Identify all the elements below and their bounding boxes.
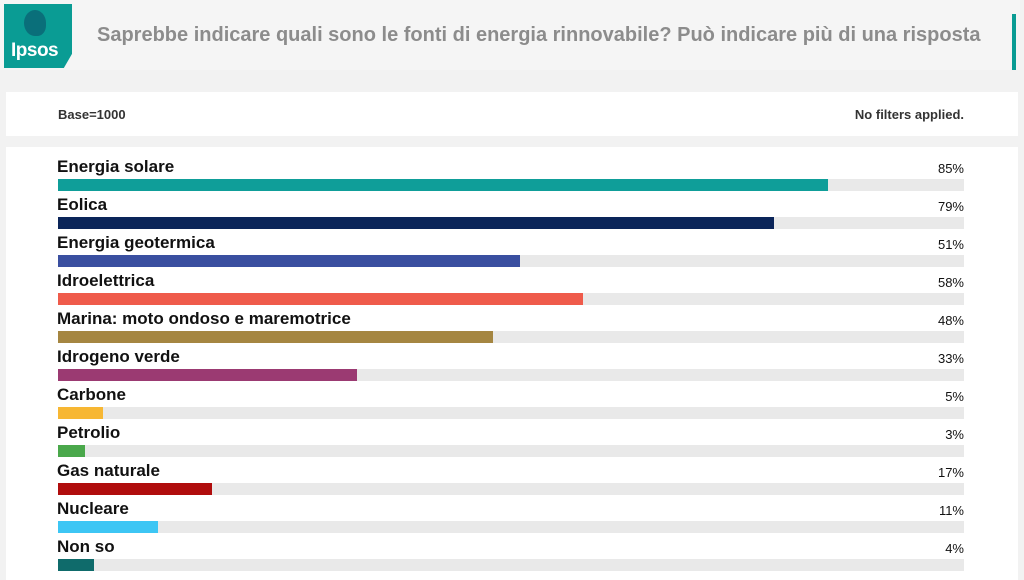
category-label: Marina: moto ondoso e maremotrice (57, 309, 351, 328)
category-label: Gas naturale (57, 461, 160, 480)
bar-track (58, 483, 964, 495)
category-label: Non so (57, 537, 115, 556)
category-label: Nucleare (57, 499, 129, 518)
bar (58, 293, 583, 305)
value-label: 3% (945, 427, 964, 442)
bar-track (58, 521, 964, 533)
header: Ipsos Saprebbe indicare quali sono le fo… (0, 0, 1020, 70)
logo-head-icon (24, 10, 46, 36)
bar-track (58, 445, 964, 457)
category-label: Idroelettrica (57, 271, 155, 290)
category-label: Energia geotermica (57, 233, 215, 252)
value-label: 58% (937, 275, 964, 290)
accent-line (1012, 14, 1016, 70)
value-label: 48% (937, 313, 964, 328)
bar (58, 559, 94, 571)
value-label: 11% (938, 503, 964, 518)
bar-track (58, 559, 964, 571)
bar-row: Energia geotermica 51% (6, 223, 1018, 267)
bar (58, 331, 493, 343)
logo-text: Ipsos (11, 40, 59, 61)
bar-row: Nucleare 11% (6, 489, 1018, 533)
bar-track (58, 255, 964, 267)
bar-row: Energia solare 85% (6, 147, 1018, 191)
bar-track (58, 331, 964, 343)
bar-row: Eolica 79% (6, 185, 1018, 229)
bar-row: Idrogeno verde 33% (6, 337, 1018, 381)
ipsos-logo: Ipsos (4, 4, 72, 68)
bar-row: Marina: moto ondoso e maremotrice 48% (6, 299, 1018, 343)
bar-track (58, 407, 964, 419)
bar-track (58, 217, 964, 229)
bar (58, 369, 357, 381)
bar-chart: Energia solare 85% Eolica 79% Energia geoter… (6, 147, 1018, 580)
category-label: Eolica (57, 195, 108, 214)
bar-row: Carbone 5% (6, 375, 1018, 419)
bar-track (58, 369, 964, 381)
category-label: Idrogeno verde (57, 347, 180, 366)
bar (58, 255, 520, 267)
value-label: 4% (945, 541, 964, 556)
value-label: 51% (937, 237, 964, 252)
bar (58, 445, 85, 457)
page-title: Saprebbe indicare quali sono le fonti di… (97, 24, 981, 46)
bar-row: Idroelettrica 58% (6, 261, 1018, 305)
category-label: Petrolio (57, 423, 121, 442)
bar (58, 407, 103, 419)
base-count: Base=1000 (58, 107, 126, 122)
value-label: 5% (945, 389, 964, 404)
bar (58, 179, 828, 191)
value-label: 85% (937, 161, 964, 176)
category-label: Energia solare (57, 157, 175, 176)
value-label: 17% (937, 465, 964, 480)
info-bar: Base=1000 No filters applied. (6, 92, 1018, 136)
value-label: 79% (937, 199, 964, 214)
value-label: 33% (937, 351, 964, 366)
filters-status: No filters applied. (854, 107, 964, 122)
bar-track (58, 293, 964, 305)
category-label: Carbone (57, 385, 126, 404)
bar (58, 217, 774, 229)
bar (58, 483, 212, 495)
bar (58, 521, 158, 533)
bar-row: Petrolio 3% (6, 413, 1018, 457)
bar-row: Gas naturale 17% (6, 451, 1018, 495)
bar-track (58, 179, 964, 191)
bar-row: Non so 4% (6, 527, 1018, 571)
